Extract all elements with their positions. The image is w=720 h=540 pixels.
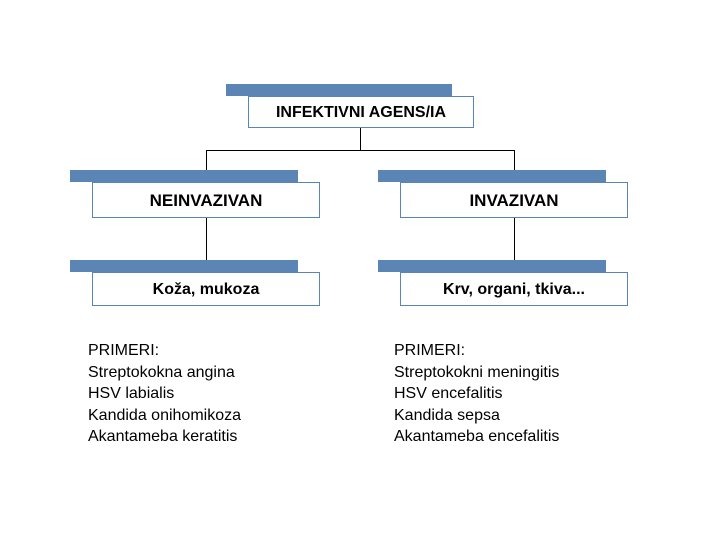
left-label: NEINVAZIVAN (93, 183, 319, 219)
conn-right-down (514, 218, 515, 260)
root-node: INFEKTIVNI AGENS/IA (248, 96, 474, 128)
conn-to-right (514, 150, 515, 170)
right-text: PRIMERI:Streptokokni meningitisHSV encef… (394, 340, 654, 448)
conn-to-left (206, 150, 207, 170)
right-cap (378, 170, 606, 182)
left-text: PRIMERI:Streptokokna anginaHSV labialisK… (88, 340, 328, 448)
conn-left-down (206, 218, 207, 260)
left-node: NEINVAZIVAN (92, 182, 320, 218)
conn-root-down (360, 128, 361, 150)
leftchild-cap (70, 260, 298, 272)
root-label: INFEKTIVNI AGENS/IA (249, 97, 473, 129)
conn-h-top (206, 150, 514, 151)
rightchild-cap (378, 260, 606, 272)
rightchild-node: Krv, organi, tkiva... (400, 272, 628, 306)
leftchild-node: Koža, mukoza (92, 272, 320, 306)
root-cap (226, 84, 452, 96)
rightchild-label: Krv, organi, tkiva... (401, 273, 627, 307)
right-label: INVAZIVAN (401, 183, 627, 219)
leftchild-label: Koža, mukoza (93, 273, 319, 307)
left-cap (70, 170, 298, 182)
right-node: INVAZIVAN (400, 182, 628, 218)
